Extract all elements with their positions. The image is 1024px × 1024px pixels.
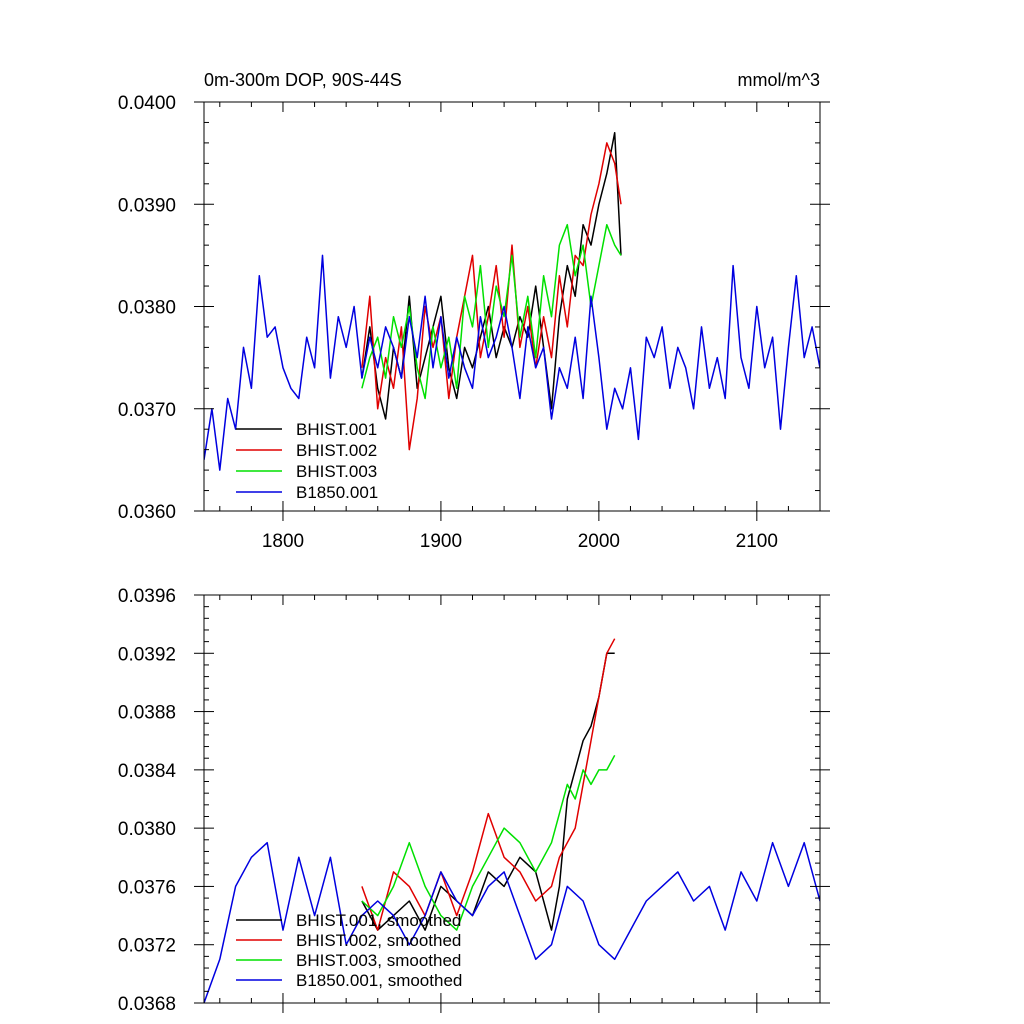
top-panel-title: 0m-300m DOP, 90S-44S xyxy=(204,70,402,90)
top-panel-units: mmol/m^3 xyxy=(738,70,820,90)
bottom-legend-label: B1850.001, smoothed xyxy=(296,971,462,990)
bottom-y-tick-label: 0.0388 xyxy=(118,703,176,724)
top-legend-label: BHIST.001 xyxy=(296,420,377,439)
top-legend-label: BHIST.003 xyxy=(296,462,377,481)
bottom-y-tick-label: 0.0384 xyxy=(118,761,177,782)
bottom-plot-frame xyxy=(203,594,821,1004)
top-panel-legend: BHIST.001 BHIST.002 BHIST.003 B1850.001 xyxy=(236,420,378,502)
top-x-tick-label: 2000 xyxy=(578,531,620,552)
top-series-line-2 xyxy=(361,142,622,451)
top-legend-label: B1850.001 xyxy=(296,483,378,502)
top-panel-series xyxy=(204,131,820,471)
top-series-line-3 xyxy=(361,223,622,400)
bottom-series-line-3 xyxy=(361,754,616,931)
top-y-tick-label: 0.0400 xyxy=(118,93,176,114)
bottom-series-line-2 xyxy=(361,638,616,931)
bottom-series-line-4 xyxy=(204,841,820,1003)
bottom-panel: 0.0368 0.0372 0.0376 0.0380 0.0384 0.0388 0.03… xyxy=(118,586,830,1015)
bottom-panel-axes: 0.0368 0.0372 0.0376 0.0380 0.0384 0.0388 0.03… xyxy=(118,586,830,1015)
bottom-y-tick-label: 0.0372 xyxy=(118,936,176,957)
top-x-tick-label: 1800 xyxy=(262,531,304,552)
bottom-y-tick-label: 0.0376 xyxy=(118,877,176,898)
bottom-series-line-1 xyxy=(361,652,615,931)
top-y-tick-label: 0.0380 xyxy=(118,298,176,319)
top-y-tick-label: 0.0390 xyxy=(118,195,176,216)
bottom-legend-label: BHIST.002, smoothed xyxy=(296,931,461,950)
bottom-y-tick-label: 0.0392 xyxy=(118,644,176,665)
top-panel: 0m-300m DOP, 90S-44S mmol/m^3 1800 1900 20… xyxy=(118,70,830,552)
top-x-tick-label: 2100 xyxy=(736,531,778,552)
top-panel-axes: 1800 1900 2000 2100 0.0360 0.0370 0.0380 0.0390… xyxy=(118,93,830,552)
bottom-y-tick-label: 0.0396 xyxy=(118,586,176,607)
bottom-y-tick-label: 0.0380 xyxy=(118,819,176,840)
bottom-legend-label: BHIST.003, smoothed xyxy=(296,951,461,970)
bottom-panel-series xyxy=(204,638,820,1003)
top-x-tick-label: 1900 xyxy=(420,531,462,552)
top-legend-label: BHIST.002 xyxy=(296,441,377,460)
top-series-line-4 xyxy=(204,254,820,471)
bottom-legend-label: BHIST.001, smoothed xyxy=(296,911,461,930)
top-y-tick-label: 0.0360 xyxy=(118,502,176,523)
top-y-tick-label: 0.0370 xyxy=(118,400,176,421)
bottom-y-tick-label: 0.0368 xyxy=(118,994,176,1015)
